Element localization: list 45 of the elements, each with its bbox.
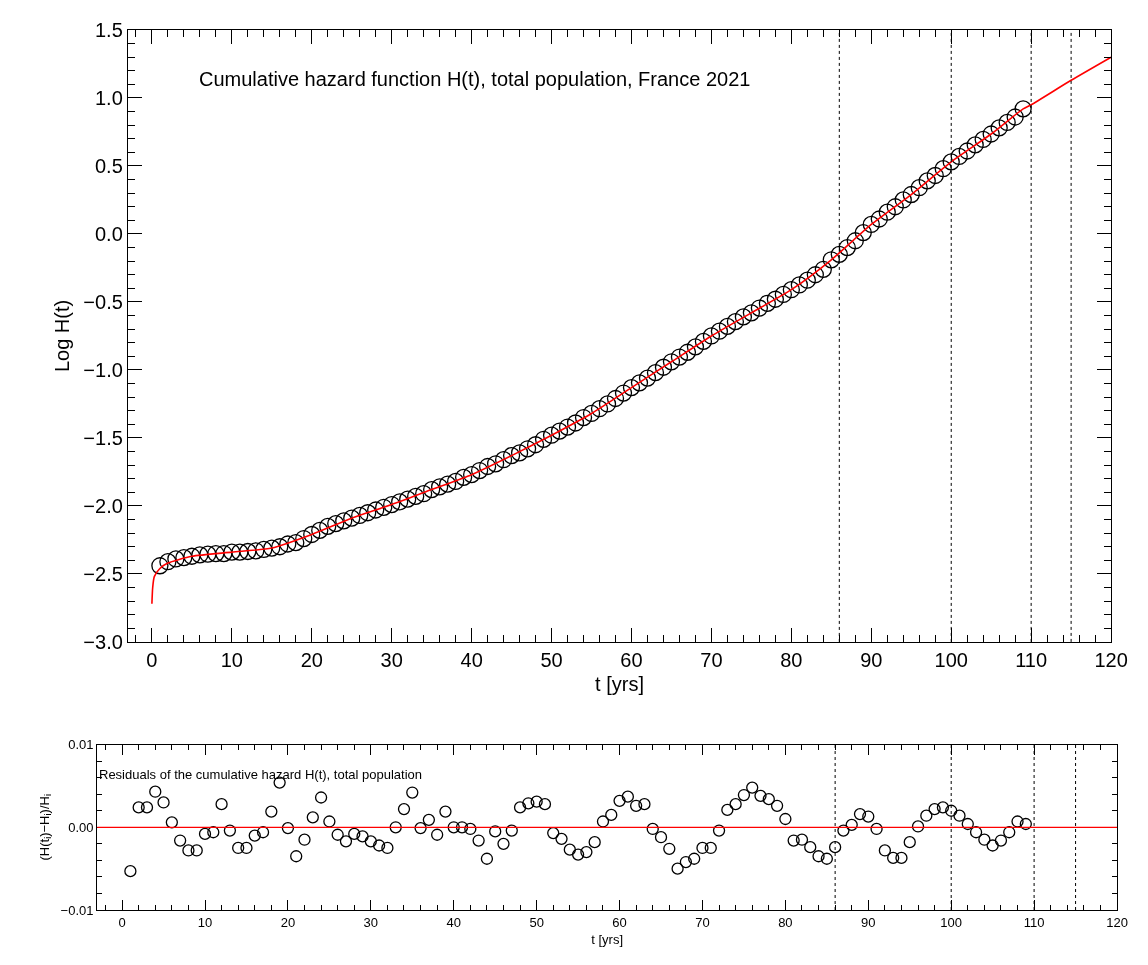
x-axis-title: t [yrs] — [595, 672, 644, 695]
y-tick-label: 1.0 — [95, 86, 123, 109]
x-tick-label: 90 — [861, 914, 876, 930]
x-tick-label: 40 — [460, 649, 483, 672]
y-tick-label: −1.5 — [83, 426, 123, 449]
x-tick-label: 10 — [220, 649, 243, 672]
y-tick-label: 0.0 — [95, 222, 123, 245]
x-tick-label: 60 — [620, 649, 643, 672]
x-tick-label: 80 — [780, 649, 803, 672]
annotation: Cumulative hazard function H(t), total population, France 2021 — [199, 68, 751, 90]
y-tick-label: 0.00 — [68, 819, 94, 835]
y-tick-label: −0.5 — [83, 290, 123, 313]
x-tick-label: 10 — [197, 914, 213, 930]
x-tick-label: 70 — [700, 649, 723, 672]
y-tick-label: −0.01 — [60, 902, 94, 918]
x-tick-label: 50 — [529, 914, 544, 930]
x-tick-label: 30 — [380, 649, 403, 672]
x-tick-label: 60 — [612, 914, 627, 930]
x-tick-label: 20 — [300, 649, 323, 672]
y-axis-title: Log H(t) — [50, 299, 73, 373]
x-tick-label: 40 — [446, 914, 461, 930]
x-tick-label: 100 — [940, 914, 963, 930]
x-tick-label: 100 — [934, 649, 968, 672]
y-tick-label: 1.5 — [95, 18, 123, 41]
x-tick-label: 0 — [118, 914, 126, 930]
x-tick-label: 110 — [1023, 914, 1045, 930]
x-tick-label: 20 — [280, 914, 296, 930]
y-tick-label: −1.0 — [83, 358, 123, 381]
x-tick-label: 70 — [695, 914, 710, 930]
x-tick-label: 80 — [778, 914, 793, 930]
x-tick-label: 30 — [363, 914, 379, 930]
x-tick-label: 90 — [860, 649, 883, 672]
y-tick-label: 0.5 — [95, 154, 123, 177]
x-tick-label: 110 — [1015, 649, 1048, 672]
x-tick-label: 0 — [146, 649, 158, 672]
y-tick-label: −3.0 — [83, 630, 123, 653]
y-tick-label: −2.5 — [83, 562, 123, 585]
x-tick-label: 120 — [1094, 649, 1128, 672]
x-tick-label: 50 — [540, 649, 563, 672]
y-tick-label: 0.01 — [68, 737, 94, 753]
line-series — [151, 56, 1112, 605]
x-tick-label: 120 — [1106, 914, 1128, 930]
y-tick-label: −2.0 — [83, 494, 123, 517]
annotation: Residuals of the cumulative hazard H(t), total population — [99, 767, 423, 782]
x-axis-title: t [yrs] — [591, 932, 624, 948]
